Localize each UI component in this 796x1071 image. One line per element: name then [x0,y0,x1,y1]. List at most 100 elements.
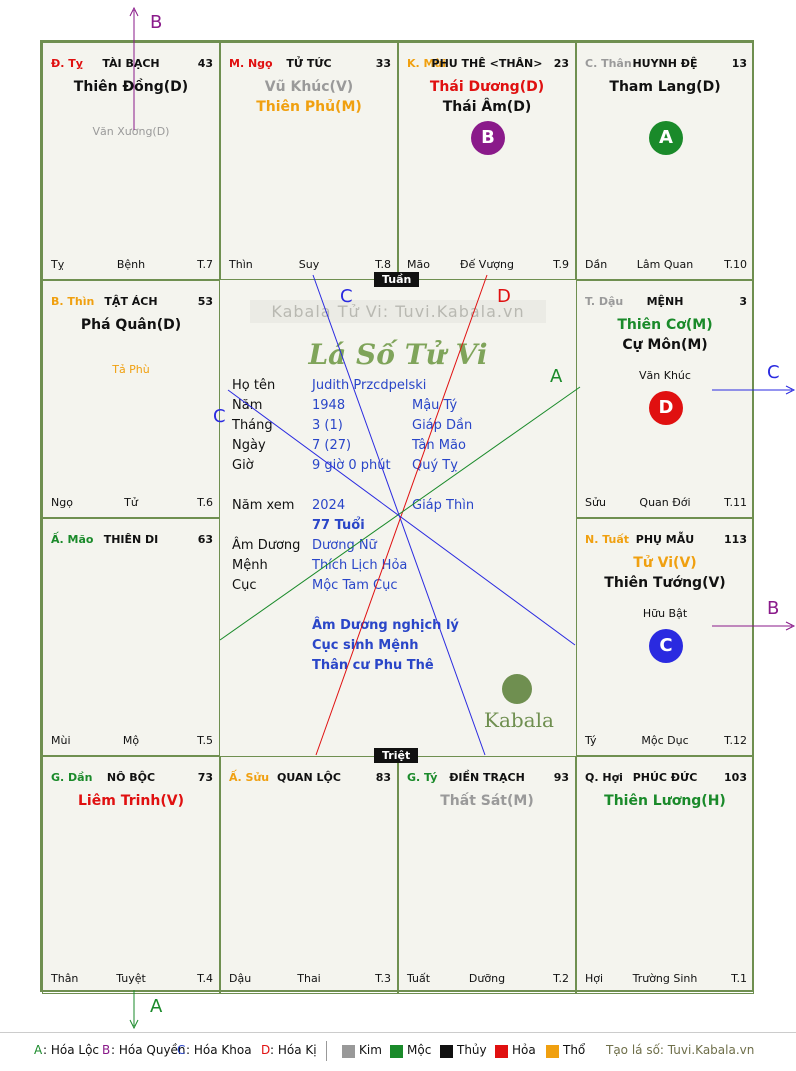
age-range-label: T.5 [197,734,213,747]
element-label: Thủy [457,1043,487,1057]
legend-bar: A: Hóa Lộc B: Hóa Quyền C: Hóa Khoa D: Hóa … [0,1032,796,1071]
cycle-label: Suy [298,258,320,271]
age-number: 23 [553,57,569,70]
label-right-c: C [767,362,780,383]
age-range-label: T.7 [197,258,213,271]
legend-text: : Hóa Khoa [186,1043,252,1057]
palace-name: PHỤ MẪU [635,533,695,546]
info-value: Judith Przcdpelski [312,378,427,393]
element-label: Mộc [407,1043,432,1057]
element-swatch [390,1045,403,1058]
cycle-label: Dưỡng [468,972,506,985]
label-line-a: A [550,366,563,387]
label-line-c2: C [213,406,226,427]
element-swatch [495,1045,508,1058]
cycle-label: Trường Sinh [632,972,698,985]
cycle-label: Tử [124,496,138,509]
age-range-label: T.9 [553,258,569,271]
legend-key: B [102,1043,111,1057]
palace-cell-ngo-top: M. Ngọ TỬ TỨC 33 Vũ Khúc(V) Thiên Phủ(M) Thìn… [220,42,398,280]
can-chi-label: G. Dần [51,771,93,784]
label-line-c1: C [340,286,353,307]
age-number: 33 [375,57,391,70]
major-star: Thiên Tướng(V) [604,575,726,591]
branch-label: Mùi [51,734,71,747]
info-label: Giờ [232,458,254,473]
branch-label: Mão [407,258,430,271]
age-number: 43 [197,57,213,70]
can-chi-label: B. Thìn [51,295,95,308]
age-range-label: T.2 [553,972,569,985]
age-number: 103 [724,771,747,784]
major-star: Thất Sát(M) [440,793,534,809]
major-star: Cự Môn(M) [622,337,708,353]
palace-name: TỬ TỨC [286,57,332,70]
age-range-label: T.3 [375,972,391,985]
age-number: 3 [739,295,747,308]
info-value: Mộc Tam Cục [312,578,398,593]
element-swatch [342,1045,355,1058]
element-label: Thổ [563,1043,586,1057]
palace-cell-ty2-bot: G. Tý ĐIỀN TRẠCH 93 Thất Sát(M) Tuất Dưỡng T.2 [398,756,576,994]
nam-xem-value: 2024 [312,498,346,513]
major-star: Thiên Cơ(M) [617,317,713,333]
minor-star: Văn Xương(D) [92,125,170,138]
info-value-2: Quý Tỵ [412,458,458,473]
label-right-b: B [767,598,780,619]
can-chi-label: Đ. Tỵ [51,57,83,70]
palace-name: QUAN LỘC [277,771,341,784]
major-star: Thái Âm(D) [442,99,532,115]
label-top-b: B [150,12,163,33]
age-number: 113 [724,533,747,546]
info-label: Âm Dương [232,538,301,553]
info-value-2: Giáp Dần [412,418,473,433]
cycle-label: Mộc Dục [641,734,689,747]
palace-name: THIÊN DI [103,533,159,546]
cycle-label: Tuyệt [116,972,146,985]
note-line: Thân cư Phu Thê [312,658,434,673]
age-value: 77 Tuổi [312,518,365,533]
major-star: Phá Quân(D) [80,317,182,333]
age-range-label: T.10 [724,258,747,271]
palace-name: TÀI BẠCH [102,57,160,70]
palace-cell-hoi-bot: Q. Hợi PHÚC ĐỨC 103 Thiên Lương(H) Hợi Trường… [576,756,754,994]
age-number: 93 [553,771,569,784]
legend-text: : Hóa Lộc [43,1043,100,1057]
branch-label: Ngọ [51,496,73,509]
age-number: 13 [731,57,747,70]
info-value-2: Tân Mão [412,438,466,453]
site-credit: Tạo lá số: Tuvi.Kabala.vn [606,1043,755,1057]
age-number: 53 [197,295,213,308]
info-value: 7 (27) [312,438,352,453]
palace-cell-mao-left: Ấ. Mão THIÊN DI 63 Mùi Mộ T.5 [42,518,220,756]
age-range-label: T.8 [375,258,391,271]
info-label: Cục [232,578,257,593]
cycle-label: Bệnh [116,258,146,271]
hoa-badge: B [471,121,505,155]
logo-text: Lá Số Tử Vi [308,338,488,371]
cycle-label: Thai [297,972,321,985]
tuvi-chart: Đ. Tỵ TÀI BẠCH 43 Thiên Đồng(D) Văn Xương(D)… [40,40,754,994]
palace-cell-thin-left: B. Thìn TẬT ÁCH 53 Phá Quân(D) Tả Phù Ngọ Tử T.… [42,280,220,518]
branch-label: Hợi [585,972,604,985]
palace-name: MỆNH [646,295,684,308]
age-number: 83 [375,771,391,784]
branch-label: Dậu [229,972,252,985]
age-range-label: T.12 [724,734,747,747]
can-chi-label: C. Thân [585,57,632,70]
info-value: 9 giờ 0 phút [312,458,391,473]
palace-name: PHU THÊ <THÂN> [431,57,543,70]
age-range-label: T.1 [731,972,747,985]
note-line: Âm Dương nghịch lý [312,618,459,633]
major-star: Thiên Đồng(D) [73,79,189,95]
major-star: Liêm Trinh(V) [78,793,184,809]
info-value: Thích Lịch Hỏa [312,558,408,573]
can-chi-label: K. Mùi [407,57,447,70]
palace-cell-dau-right: T. Dậu MỆNH 3 Thiên Cơ(M) Cự Môn(M) Văn Khúc D… [576,280,754,518]
hoa-badge: A [649,121,683,155]
major-star: Thiên Lương(H) [604,793,726,809]
palace-cell-tuat-right: N. Tuất PHỤ MẪU 113 Tử Vi(V) Thiên Tướng(V) H… [576,518,754,756]
info-value-2: Mậu Tý [412,398,458,413]
palace-cell-than-top: C. Thân HUYNH ĐỆ 13 Tham Lang(D) A Dần Lâm Qua… [576,42,754,280]
age-range-label: T.6 [197,496,213,509]
